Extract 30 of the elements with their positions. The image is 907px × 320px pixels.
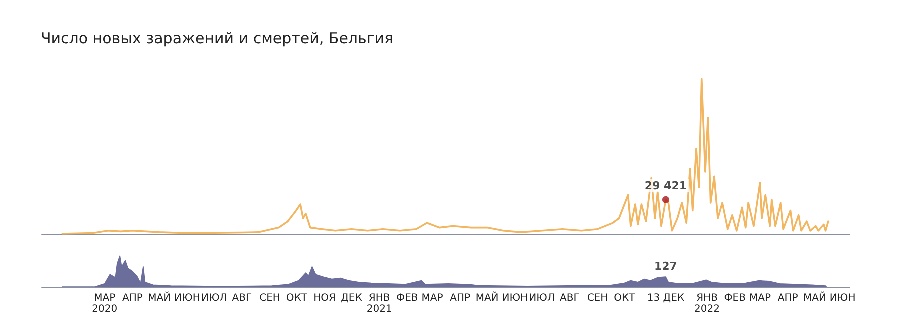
- x-tick-label: ИЮЛ: [201, 293, 228, 304]
- x-tick-label: ИЮН: [830, 293, 856, 304]
- x-tick-label: АПР: [122, 293, 143, 304]
- x-tick-label: ИЮН: [502, 293, 528, 304]
- x-tick-label: ОКТ: [614, 293, 636, 304]
- x-tick-label: ИЮЛ: [529, 293, 555, 304]
- chart-title: Число новых заражений и смертей, Бельгия: [41, 30, 394, 48]
- x-tick-label: ИЮН: [174, 293, 200, 304]
- annotation: 29 421: [644, 179, 688, 192]
- x-tick-label: МАР 2020: [92, 293, 118, 315]
- x-tick-label: МАЙ: [804, 291, 826, 304]
- x-tick-label: МАР: [749, 293, 771, 304]
- x-tick-label: ЯНВ 2021: [366, 293, 392, 315]
- x-tick-label: МАЙ: [148, 291, 172, 304]
- x-tick-label: МАЙ: [476, 291, 499, 304]
- x-tick-label: АПР: [450, 293, 471, 304]
- x-tick-label: АПР: [778, 293, 798, 304]
- x-tick-label: ДЕК: [341, 293, 362, 304]
- x-tick-label: ОКТ: [286, 293, 308, 304]
- x-tick-label: НОЯ: [314, 293, 336, 304]
- x-tick-label: 13 ДЕК: [647, 293, 685, 304]
- x-tick-label: АВГ: [232, 293, 252, 304]
- x-tick-label: СЕН: [587, 293, 608, 304]
- x-tick-label: АВГ: [560, 293, 580, 304]
- x-tick-label: МАР: [422, 293, 444, 304]
- x-tick-label: ФЕВ: [396, 293, 418, 304]
- x-tick-label: ЯНВ 2022: [694, 293, 720, 315]
- x-tick-label: СЕН: [260, 293, 280, 304]
- annotation: 127: [654, 260, 678, 274]
- x-tick-label: ФЕВ: [724, 293, 746, 304]
